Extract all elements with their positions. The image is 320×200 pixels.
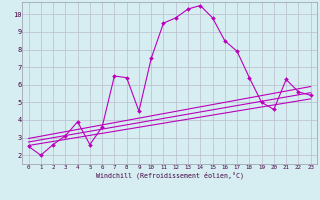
X-axis label: Windchill (Refroidissement éolien,°C): Windchill (Refroidissement éolien,°C) xyxy=(96,171,244,179)
